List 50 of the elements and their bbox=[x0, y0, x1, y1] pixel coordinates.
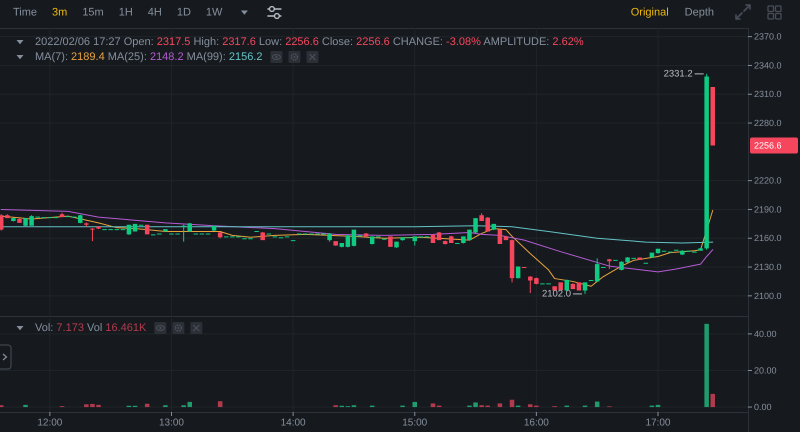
x-tick-label: 16:00 bbox=[524, 418, 550, 428]
bar bbox=[498, 403, 502, 408]
y-tick-label: 2220.0 bbox=[754, 176, 782, 186]
y-tick-label: 2160.0 bbox=[754, 233, 782, 244]
bar bbox=[218, 401, 222, 408]
annotation: MA(7): 2189.4 MA(25): 2148.2 MA(99): 2156.2 bbox=[35, 51, 262, 63]
annotation: Vol: 7.173 Vol 16.461K bbox=[35, 322, 148, 334]
bar bbox=[412, 402, 417, 408]
category-label: 1D bbox=[176, 6, 191, 18]
annotation: 2331.2 bbox=[664, 68, 693, 80]
bar bbox=[430, 403, 436, 408]
category-label: 1W bbox=[206, 6, 224, 18]
category-label: 15m bbox=[82, 6, 104, 18]
bar bbox=[96, 404, 101, 408]
category-label: Depth bbox=[684, 6, 714, 18]
bar bbox=[510, 400, 514, 408]
y-tick-label: 2130.0 bbox=[754, 262, 782, 272]
line-series bbox=[0, 225, 714, 244]
category-label: Time bbox=[13, 6, 38, 18]
category-label: 4H bbox=[148, 6, 162, 18]
x-tick-label: 17:00 bbox=[645, 418, 671, 428]
y-tick-label: 2280.0 bbox=[754, 118, 782, 128]
bar bbox=[710, 394, 715, 408]
y-tick-label: 2256.6 bbox=[754, 140, 782, 151]
bar bbox=[594, 402, 600, 408]
bar bbox=[704, 324, 709, 408]
x-tick-label: 12:00 bbox=[37, 418, 63, 428]
y-tick-label: 2310.0 bbox=[754, 89, 782, 100]
bar bbox=[473, 402, 478, 408]
y-tick-label: 0.00 bbox=[754, 402, 772, 412]
x-tick-label: 13:00 bbox=[158, 418, 184, 428]
bar bbox=[23, 404, 28, 408]
y-tick-label: 20.00 bbox=[754, 365, 777, 376]
bar bbox=[144, 404, 150, 408]
line-series bbox=[0, 208, 714, 272]
x-tick-label: 15:00 bbox=[402, 418, 428, 428]
candlestick bbox=[607, 258, 612, 269]
category-label: 3m bbox=[52, 6, 68, 18]
text: 2022/02/06 17:27 Open: 2317.5 High: 2317.6 Low: 2256.6 Close: 2256.6 CHANGE: -3.08% AMPLITUDE: 2.62% bbox=[35, 36, 584, 48]
y-tick-label: 2370.0 bbox=[754, 32, 782, 42]
y-tick-label: 40.00 bbox=[754, 328, 777, 339]
category-label: 1H bbox=[118, 6, 133, 18]
y-tick-label: 2190.0 bbox=[754, 204, 782, 214]
line-series bbox=[0, 210, 714, 287]
y-tick-label: 2100.0 bbox=[754, 290, 782, 301]
annotation: 2102.0 bbox=[542, 288, 572, 300]
category-label: Original bbox=[630, 6, 669, 18]
candlestick bbox=[90, 228, 95, 242]
y-tick-label: 2340.0 bbox=[754, 60, 782, 70]
x-tick-label: 14:00 bbox=[280, 418, 306, 428]
